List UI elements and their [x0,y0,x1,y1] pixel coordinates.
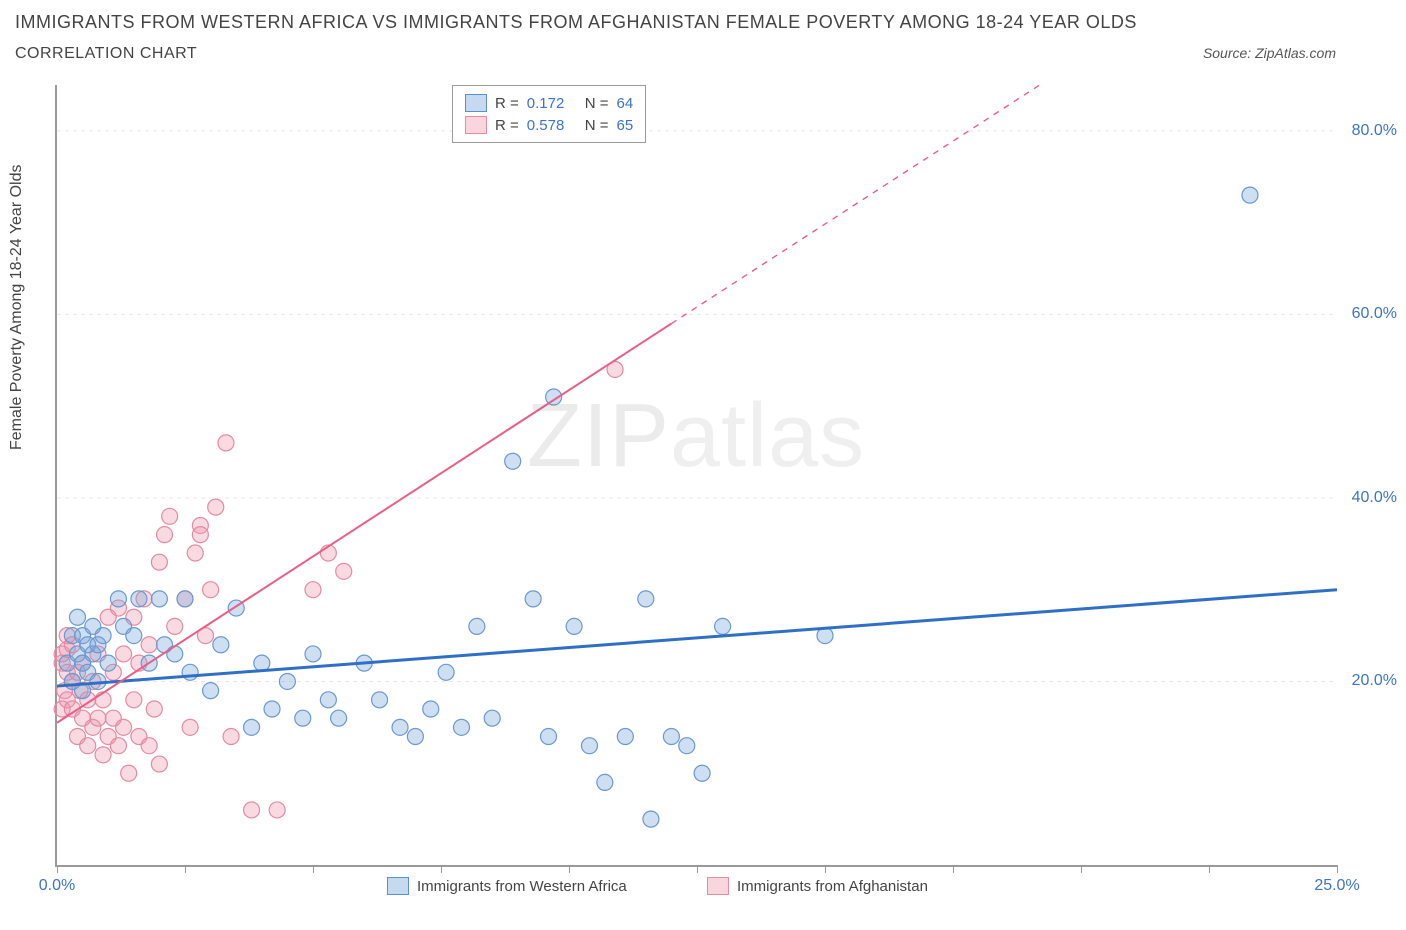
legend-series-b: Immigrants from Afghanistan [707,877,928,895]
x-tick [697,865,698,873]
plot-area: ZIPatlas R = 0.172 N = 64 R = 0.578 N = … [55,85,1337,867]
y-tick-label: 40.0% [1352,489,1397,507]
y-tick-label: 80.0% [1352,122,1397,140]
x-tick [1209,865,1210,873]
x-tick-label: 0.0% [39,877,75,895]
legend-series-a: Immigrants from Western Africa [387,877,627,895]
legend-label-b: Immigrants from Afghanistan [737,878,928,895]
x-tick [185,865,186,873]
series-a-r: 0.172 [527,95,577,112]
legend-stats-box: R = 0.172 N = 64 R = 0.578 N = 65 [452,85,646,143]
series-b-r: 0.578 [527,117,577,134]
x-tick-label: 25.0% [1314,877,1359,895]
legend-swatch-blue [465,94,487,112]
x-tick [441,865,442,873]
x-tick [313,865,314,873]
x-tick [569,865,570,873]
chart-title: IMMIGRANTS FROM WESTERN AFRICA VS IMMIGR… [15,12,1137,33]
x-tick [1337,865,1338,873]
legend-row-a: R = 0.172 N = 64 [465,92,633,114]
y-tick-label: 60.0% [1352,305,1397,323]
legend-row-b: R = 0.578 N = 65 [465,114,633,136]
source-credit: Source: ZipAtlas.com [1203,45,1336,61]
r-label: R = [495,95,519,112]
chart-svg [57,85,1337,865]
n-label: N = [585,117,609,134]
series-b-n: 65 [617,117,634,134]
x-tick [825,865,826,873]
legend-swatch-blue [387,877,409,895]
x-tick [57,865,58,873]
legend-swatch-pink [707,877,729,895]
n-label: N = [585,95,609,112]
series-a-n: 64 [617,95,634,112]
x-tick [953,865,954,873]
legend-label-a: Immigrants from Western Africa [417,878,627,895]
x-tick [1081,865,1082,873]
legend-swatch-pink [465,116,487,134]
chart-subtitle: CORRELATION CHART [15,45,197,63]
y-axis-label: Female Poverty Among 18-24 Year Olds [8,165,26,451]
r-label: R = [495,117,519,134]
y-tick-label: 20.0% [1352,672,1397,690]
